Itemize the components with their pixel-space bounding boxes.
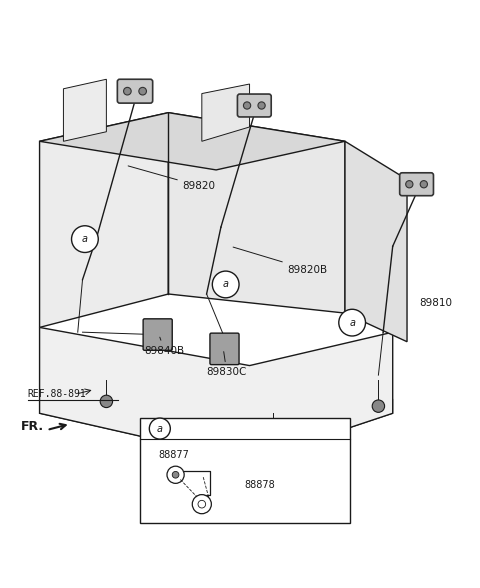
Text: 88878: 88878 bbox=[245, 480, 276, 490]
FancyBboxPatch shape bbox=[400, 173, 433, 196]
Text: a: a bbox=[349, 318, 355, 328]
Text: 89820: 89820 bbox=[128, 166, 216, 191]
Circle shape bbox=[243, 102, 251, 109]
Polygon shape bbox=[39, 113, 345, 170]
FancyBboxPatch shape bbox=[210, 333, 239, 365]
FancyBboxPatch shape bbox=[143, 319, 172, 350]
Polygon shape bbox=[39, 399, 393, 461]
Text: a: a bbox=[157, 423, 163, 433]
Circle shape bbox=[212, 271, 239, 298]
Circle shape bbox=[149, 418, 170, 439]
Circle shape bbox=[172, 472, 179, 478]
Polygon shape bbox=[202, 84, 250, 141]
Bar bbox=[140, 418, 350, 523]
Circle shape bbox=[198, 500, 205, 508]
Circle shape bbox=[72, 226, 98, 252]
Text: a: a bbox=[82, 234, 88, 244]
Text: 89820B: 89820B bbox=[233, 247, 328, 275]
Circle shape bbox=[100, 395, 113, 407]
Circle shape bbox=[123, 88, 131, 95]
Circle shape bbox=[258, 102, 265, 109]
Text: REF.88-891: REF.88-891 bbox=[28, 389, 86, 399]
Text: 89840B: 89840B bbox=[144, 337, 185, 356]
Polygon shape bbox=[63, 79, 107, 141]
Text: 89830C: 89830C bbox=[206, 352, 247, 377]
Circle shape bbox=[420, 181, 428, 188]
Text: a: a bbox=[223, 279, 228, 289]
Circle shape bbox=[372, 400, 384, 412]
Text: FR.: FR. bbox=[21, 420, 44, 433]
Circle shape bbox=[406, 181, 413, 188]
Circle shape bbox=[192, 495, 211, 514]
Circle shape bbox=[167, 466, 184, 483]
Polygon shape bbox=[39, 328, 393, 461]
Circle shape bbox=[339, 309, 365, 336]
Circle shape bbox=[139, 88, 146, 95]
Circle shape bbox=[267, 433, 280, 446]
FancyBboxPatch shape bbox=[238, 94, 271, 117]
Text: 88877: 88877 bbox=[159, 450, 190, 460]
Polygon shape bbox=[345, 141, 407, 342]
FancyBboxPatch shape bbox=[117, 79, 153, 103]
Polygon shape bbox=[168, 113, 345, 313]
Polygon shape bbox=[39, 113, 168, 328]
Text: 89810: 89810 bbox=[419, 298, 452, 308]
